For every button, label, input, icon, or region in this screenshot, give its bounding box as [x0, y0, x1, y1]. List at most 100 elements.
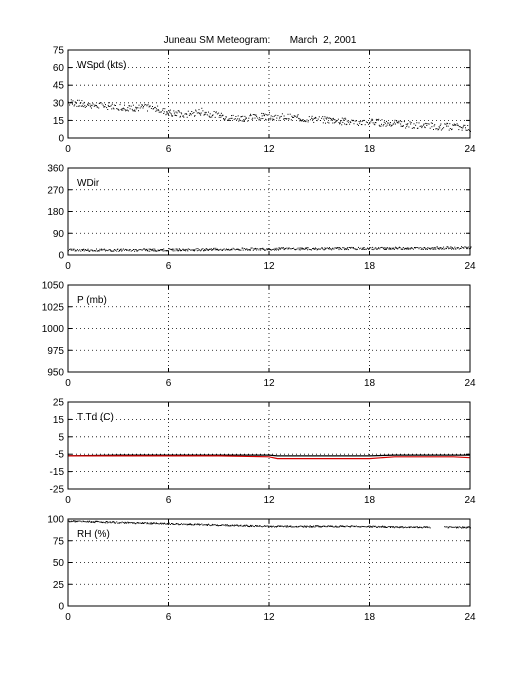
wspd-kts-point	[295, 115, 297, 117]
rh-point	[103, 522, 105, 524]
rh-point	[395, 526, 396, 528]
wdir-point	[433, 247, 435, 248]
wdir-point	[159, 250, 161, 251]
wdir-point	[464, 246, 466, 248]
wdir-point	[465, 246, 467, 248]
wdir-point	[346, 248, 348, 250]
rh-point	[89, 520, 91, 522]
rh-point	[271, 526, 273, 528]
wdir-point	[429, 248, 431, 250]
wspd-kts-point	[429, 127, 431, 129]
plot-frame	[67, 401, 471, 490]
wdir-point	[146, 248, 148, 250]
wspd-kts-point	[116, 108, 118, 110]
rh-point	[370, 526, 372, 528]
wdir-point	[154, 249, 156, 251]
wspd-kts-point	[102, 104, 104, 106]
wdir-point	[122, 248, 124, 250]
rh-point	[409, 526, 411, 528]
x-tick-label: 0	[65, 261, 71, 272]
wdir-point	[158, 250, 160, 252]
rh-point	[384, 526, 386, 528]
wspd-kts-point	[209, 116, 211, 118]
wdir-point	[371, 248, 373, 250]
rh-point	[390, 526, 392, 528]
rh-point	[230, 525, 232, 527]
wspd-kts-point	[107, 109, 109, 110]
x-tick-label: 18	[364, 378, 376, 389]
wspd-kts-point	[82, 103, 84, 105]
rh-point	[227, 524, 228, 526]
rh-point	[173, 523, 175, 525]
wspd-kts-point	[381, 119, 383, 121]
wspd-kts-point	[234, 118, 236, 120]
wspd-kts-point	[352, 120, 354, 122]
rh-point	[220, 525, 222, 526]
rh-point	[368, 525, 370, 527]
wspd-kts-point	[270, 117, 272, 119]
wspd-kts-point	[89, 103, 91, 105]
wdir-point	[104, 249, 106, 251]
rh-point	[167, 524, 169, 525]
wdir-point	[187, 250, 189, 252]
wdir-point	[274, 247, 276, 249]
y-tick-label: -25	[50, 485, 65, 496]
wdir-point	[153, 250, 155, 252]
wspd-kts-point	[199, 113, 201, 115]
wspd-kts-point	[331, 118, 333, 120]
wdir-point	[183, 249, 185, 251]
wdir-point	[342, 247, 344, 249]
rh-point	[240, 524, 242, 526]
wspd-kts-point	[280, 115, 282, 117]
rh-point	[79, 520, 81, 522]
wdir-point	[286, 247, 288, 249]
wspd-kts-point	[438, 128, 440, 130]
wspd-kts-point	[132, 110, 134, 112]
wdir-point	[83, 250, 85, 252]
wspd-kts-point	[211, 115, 213, 116]
wdir-point	[336, 247, 338, 249]
wspd-kts-point	[94, 105, 96, 107]
wspd-kts-point	[387, 122, 389, 124]
wspd-kts-point	[314, 117, 316, 119]
wspd-kts-point	[180, 112, 182, 114]
wspd-kts-point	[96, 105, 97, 107]
wdir-point	[431, 247, 433, 249]
wspd-kts-point	[228, 119, 230, 121]
wspd-kts-point	[221, 115, 223, 117]
wspd-kts-point	[204, 113, 206, 115]
rh-point	[346, 525, 348, 527]
wspd-kts-point	[365, 121, 367, 123]
wspd-kts-point	[290, 119, 292, 121]
rh-point	[122, 522, 124, 524]
wspd-kts-point	[386, 120, 387, 122]
wdir-point	[113, 250, 115, 252]
wdir-point	[425, 248, 427, 250]
x-tick-label: 0	[65, 612, 71, 623]
rh-point	[456, 527, 457, 529]
wdir-point	[243, 248, 245, 249]
wdir-point	[293, 247, 295, 249]
wdir-point	[337, 247, 339, 249]
wspd-kts-point	[390, 122, 391, 124]
panel-label-wspd-kts: WSpd (kts)	[77, 60, 126, 71]
rh-point	[398, 527, 400, 528]
rh-point	[278, 525, 280, 527]
wdir-point	[263, 248, 265, 250]
rh-point	[196, 523, 198, 525]
rh-point	[222, 524, 224, 526]
wspd-kts-point	[167, 111, 169, 113]
wdir-point	[199, 249, 200, 251]
wdir-point	[97, 250, 99, 252]
wspd-kts-point	[340, 121, 342, 123]
rh-point	[372, 525, 374, 527]
rh-point	[127, 521, 129, 523]
rh-point	[201, 523, 203, 525]
wdir-point	[200, 250, 202, 252]
wdir-point	[267, 248, 269, 250]
wspd-kts-point	[260, 118, 262, 120]
wdir-point	[323, 249, 325, 251]
wdir-point	[116, 250, 118, 252]
rh-point	[284, 525, 286, 527]
